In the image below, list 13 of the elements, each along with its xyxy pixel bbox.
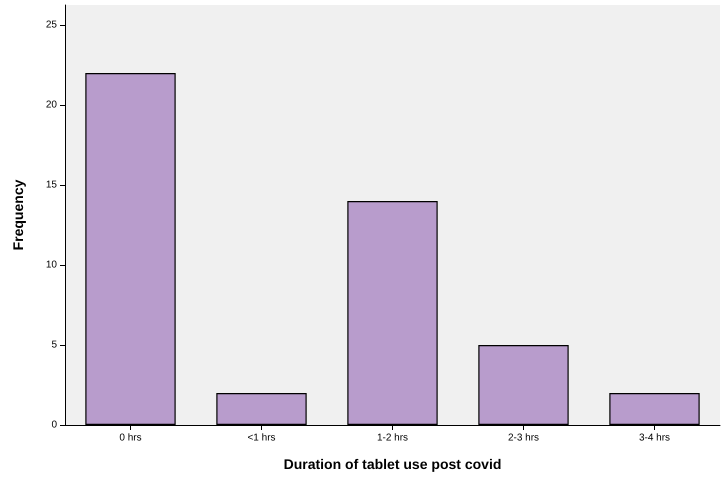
x-axis-title: Duration of tablet use post covid — [284, 456, 502, 472]
y-axis-title: Frequency — [10, 179, 26, 250]
x-tick-label: 3-4 hrs — [638, 432, 670, 444]
x-tick-label: <1 hrs — [247, 432, 276, 444]
x-tick-label: 2-3 hrs — [508, 432, 540, 444]
y-tick-label: 5 — [51, 340, 58, 350]
y-tick-label: 20 — [46, 100, 58, 110]
y-tick-label: 10 — [46, 260, 58, 270]
y-tick-label: 25 — [46, 20, 58, 30]
y-tick-label: 0 — [51, 420, 58, 430]
x-tick-label: 1-2 hrs — [376, 432, 408, 444]
y-tick-label: 15 — [46, 180, 58, 190]
x-tick-label: 0 hrs — [119, 432, 142, 444]
